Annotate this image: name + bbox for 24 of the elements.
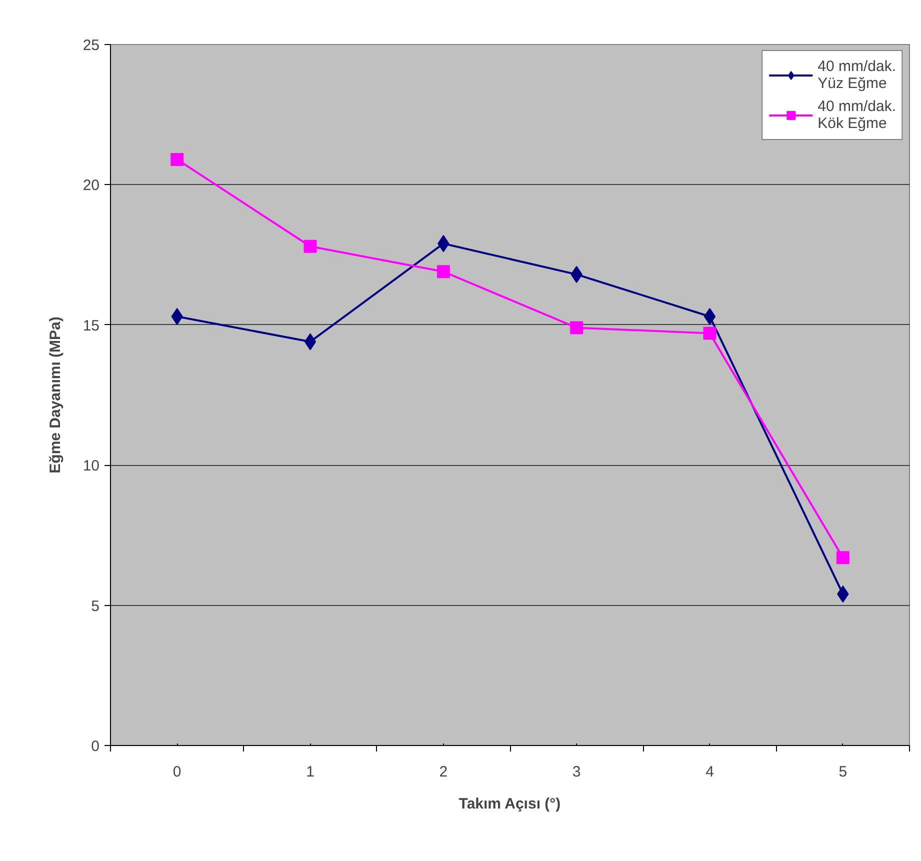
x-axis-title: Takım Açısı (°)	[458, 796, 561, 812]
y-tick-label: 0	[91, 738, 100, 755]
y-tick-label: 5	[91, 598, 100, 615]
point	[170, 152, 184, 166]
y-tick-label: 25	[82, 37, 100, 54]
x-tick-label: 0	[172, 764, 182, 780]
point	[304, 240, 317, 253]
point	[304, 333, 316, 350]
legend-label: 40 mm/dak. Kök Eğme	[818, 97, 896, 133]
x-tick-label: 4	[706, 764, 714, 780]
y-tick-label: 10	[82, 458, 100, 475]
x-tick-label: 3	[572, 764, 581, 780]
point	[570, 321, 584, 334]
point	[703, 326, 716, 340]
point	[436, 265, 450, 278]
point	[704, 308, 716, 325]
y-axis-title: Eğme Dayanımı (MPa)	[46, 316, 64, 474]
y-tick-label: 15	[82, 317, 100, 334]
legend-label: 40 mm/dak. Yüz Eğme	[818, 57, 896, 93]
y-tick-label: 20	[82, 177, 100, 194]
x-tick-label: 5	[838, 764, 848, 780]
x-tick-label: 1	[306, 764, 314, 780]
x-tick-label: 2	[439, 764, 448, 780]
point	[836, 551, 850, 564]
